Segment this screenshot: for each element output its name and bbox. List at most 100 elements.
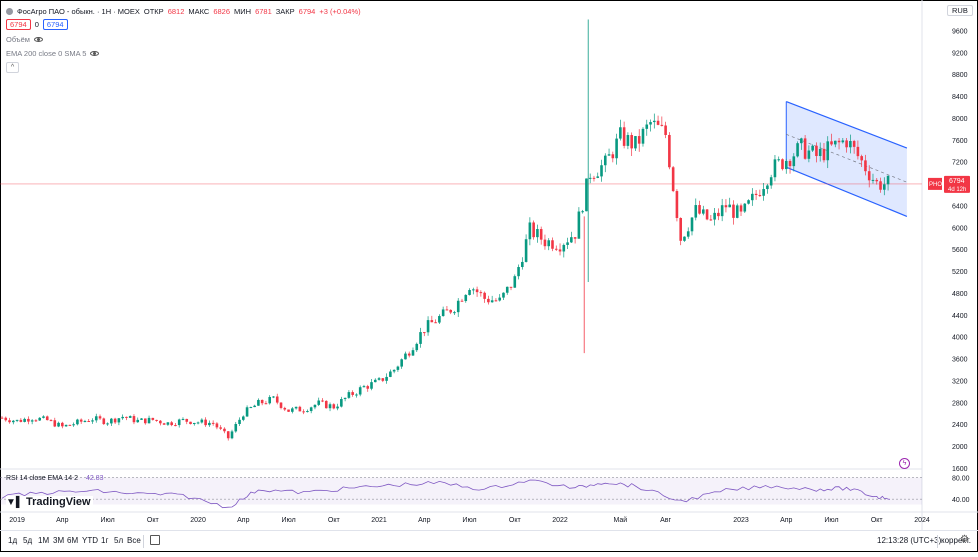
candle-body <box>15 419 19 421</box>
candle-body <box>641 128 645 144</box>
currency-button[interactable]: RUB <box>947 5 973 16</box>
candle-body <box>242 416 245 420</box>
timeframe-3m[interactable]: 3М <box>53 536 65 545</box>
candle-body <box>200 419 204 423</box>
gear-icon[interactable]: ⚙ <box>960 534 969 545</box>
candle-body <box>45 416 49 421</box>
candle-body <box>219 427 222 429</box>
candle-body <box>83 421 87 423</box>
candle-body <box>162 423 166 425</box>
candle-body <box>170 422 173 426</box>
candle-body <box>611 154 615 159</box>
candle-body <box>117 418 121 423</box>
candle-body <box>505 286 509 293</box>
rsi-line <box>1 479 891 509</box>
collapse-legend-button[interactable]: ^ <box>6 61 19 73</box>
candle-body <box>72 424 75 426</box>
price-tick-label: 4800 <box>952 291 968 298</box>
candle-body <box>196 422 200 424</box>
adjust-toggle[interactable]: коррект. <box>941 536 971 545</box>
candle-body <box>23 418 26 422</box>
candle-body <box>189 421 192 425</box>
timeframe-1m[interactable]: 1М <box>38 536 50 545</box>
candle-body <box>543 239 547 247</box>
volume-indicator-label[interactable]: Объём <box>6 34 30 44</box>
candle-body <box>332 404 336 409</box>
sell-price-button[interactable]: 6794 <box>6 18 31 30</box>
candle-body <box>600 165 603 177</box>
candle-body <box>347 392 351 398</box>
candle-body <box>283 407 287 410</box>
price-tick-label: 2400 <box>952 422 968 429</box>
candle-body <box>464 294 468 302</box>
timeframe-6m[interactable]: 6М <box>67 536 79 545</box>
price-tick-label: 6000 <box>952 225 968 232</box>
candle-body <box>370 382 373 389</box>
candle-body <box>837 140 841 143</box>
time-tick-label: 2023 <box>733 517 749 524</box>
candle-body <box>879 181 882 190</box>
candle-body <box>411 350 415 356</box>
candle-body <box>630 135 633 149</box>
candle-body <box>698 205 701 214</box>
candle-body <box>671 167 675 192</box>
buy-price-button[interactable]: 6794 <box>42 18 68 30</box>
candle-body <box>735 205 739 218</box>
symbol-title[interactable]: ФосАгро ПАО - обыкн. · 1Н · MOEX <box>17 6 140 16</box>
candle-body <box>513 276 517 288</box>
candle-body <box>453 312 456 314</box>
candle-body <box>487 298 490 303</box>
candle-body <box>668 134 671 168</box>
candle-body <box>777 159 781 161</box>
candle-body <box>185 418 189 422</box>
candle-body <box>128 416 132 418</box>
timeframe-all[interactable]: Все <box>127 536 141 545</box>
price-tick-label: 6400 <box>952 203 968 210</box>
candle-body <box>547 240 551 247</box>
candle-body <box>796 143 799 157</box>
timeframe-1y[interactable]: 1г <box>101 536 109 545</box>
candle-body <box>694 205 698 218</box>
candle-body <box>766 185 769 190</box>
ema-indicator-label[interactable]: EMA 200 close 0 SMA 5 <box>6 48 87 58</box>
candle-body <box>524 239 528 262</box>
candle-body <box>204 419 207 426</box>
price-tick-label: 8400 <box>952 94 968 101</box>
tradingview-logo[interactable]: ▼▌ TradingView <box>6 496 93 508</box>
candle-body <box>475 289 479 293</box>
eye-hidden-icon[interactable] <box>33 36 43 42</box>
candle-body <box>125 416 128 418</box>
candle-body <box>275 396 279 403</box>
candle-body <box>8 420 11 423</box>
clock-label[interactable]: 12:13:28 (UTC+3) <box>877 536 942 545</box>
candle-body <box>302 411 305 413</box>
eye-hidden-icon[interactable] <box>90 50 100 56</box>
candle-body <box>709 219 713 221</box>
timeframe-5d[interactable]: 5д <box>23 536 33 545</box>
candle-body <box>509 286 513 288</box>
candle-body <box>679 217 682 241</box>
high-value: 6826 <box>213 6 231 16</box>
candle-body <box>336 406 339 409</box>
timeframe-5y[interactable]: 5л <box>114 536 124 545</box>
toolbar-divider <box>937 535 938 548</box>
time-tick-label: Май <box>614 516 628 524</box>
candle-body <box>773 159 777 178</box>
candle-body <box>351 392 354 395</box>
timeframe-ytd[interactable]: YTD <box>82 536 98 545</box>
calendar-icon[interactable] <box>150 535 160 545</box>
candle-body <box>683 236 686 241</box>
candle-body <box>192 422 196 425</box>
candle-body <box>807 150 811 159</box>
candle-body <box>860 156 863 161</box>
candle-body <box>102 418 106 425</box>
candle-body <box>517 267 520 277</box>
time-tick-label: 2019 <box>9 517 25 524</box>
candle-body <box>12 420 15 423</box>
candle-body <box>781 159 784 170</box>
time-tick-label: Апр <box>237 517 249 524</box>
lightning-icon[interactable]: ϟ <box>899 458 910 469</box>
timeframe-1d[interactable]: 1д <box>8 536 18 545</box>
